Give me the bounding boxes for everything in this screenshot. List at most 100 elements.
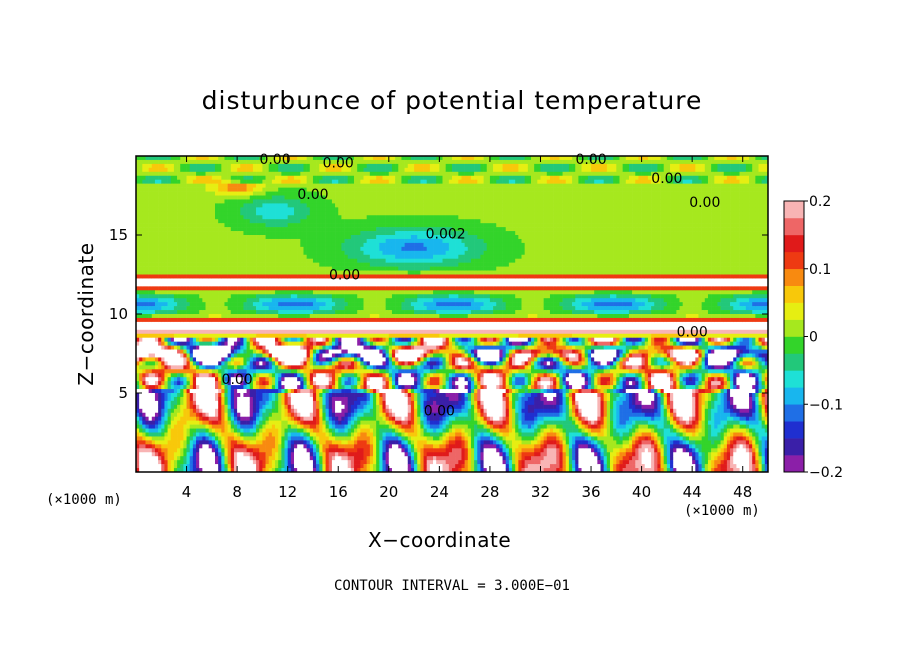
heatmap-cell	[297, 341, 301, 346]
heatmap-cell	[161, 381, 165, 386]
heatmap-cell	[211, 203, 216, 208]
heatmap-cell	[319, 432, 323, 437]
heatmap-cell	[224, 385, 228, 390]
heatmap-cell	[275, 412, 279, 417]
heatmap-cell	[294, 448, 298, 453]
heatmap-cell	[211, 452, 216, 457]
heatmap-cell	[208, 171, 213, 177]
heatmap-cell	[262, 171, 266, 177]
heatmap-cell	[303, 396, 307, 402]
heatmap-cell	[322, 456, 326, 461]
heatmap-cell	[259, 235, 263, 240]
heatmap-cell	[252, 440, 257, 445]
heatmap-cell	[300, 262, 304, 267]
heatmap-cell	[221, 373, 225, 378]
heatmap-cell	[183, 266, 187, 271]
heatmap-cell	[271, 373, 276, 378]
heatmap-cell	[259, 298, 263, 303]
heatmap-cell	[177, 389, 181, 394]
heatmap-cell	[189, 314, 194, 319]
heatmap-cell	[142, 404, 146, 410]
heatmap-cell	[303, 254, 307, 259]
heatmap-cell	[136, 448, 140, 453]
heatmap-cell	[275, 199, 279, 204]
heatmap-cell	[316, 436, 320, 441]
heatmap-cell	[224, 262, 228, 267]
heatmap-cell	[262, 361, 266, 366]
heatmap-cell	[303, 163, 307, 169]
heatmap-cell	[205, 227, 209, 232]
heatmap-cell	[142, 408, 146, 414]
heatmap-cell	[249, 436, 254, 441]
heatmap-cell	[246, 171, 251, 177]
heatmap-cell	[328, 235, 333, 240]
heatmap-cell	[221, 385, 225, 390]
heatmap-cell	[161, 163, 165, 169]
heatmap-cell	[252, 250, 257, 256]
heatmap-cell	[322, 227, 326, 232]
heatmap-cell	[233, 349, 238, 354]
heatmap-cell	[262, 238, 266, 244]
heatmap-cell	[259, 250, 263, 256]
heatmap-cell	[148, 203, 153, 208]
heatmap-cell	[252, 195, 257, 200]
heatmap-cell	[205, 302, 209, 307]
heatmap-cell	[300, 428, 304, 433]
heatmap-cell	[325, 262, 330, 267]
heatmap-cell	[316, 341, 320, 346]
heatmap-cell	[309, 416, 314, 421]
heatmap-cell	[246, 377, 251, 382]
heatmap-cell	[136, 199, 140, 204]
heatmap-cell	[249, 337, 254, 342]
heatmap-cell	[246, 254, 251, 259]
heatmap-cell	[256, 464, 260, 469]
heatmap-cell	[278, 215, 282, 220]
heatmap-cell	[158, 163, 162, 169]
heatmap-cell	[237, 227, 241, 232]
heatmap-cell	[205, 274, 209, 279]
heatmap-cell	[284, 254, 288, 259]
heatmap-cell	[252, 179, 257, 184]
heatmap-cell	[240, 203, 244, 208]
heatmap-cell	[158, 227, 162, 232]
heatmap-cell	[164, 357, 168, 362]
heatmap-cell	[268, 385, 273, 390]
heatmap-cell	[183, 227, 187, 232]
heatmap-cell	[170, 337, 175, 342]
heatmap-cell	[240, 282, 244, 287]
heatmap-cell	[237, 365, 241, 370]
heatmap-cell	[328, 452, 333, 457]
heatmap-cell	[177, 179, 181, 184]
heatmap-cell	[249, 416, 254, 421]
heatmap-cell	[252, 310, 257, 315]
heatmap-cell	[227, 444, 232, 449]
heatmap-cell	[281, 377, 285, 382]
heatmap-cell	[167, 171, 172, 177]
heatmap-cell	[316, 262, 320, 267]
heatmap-cell	[173, 298, 178, 303]
heatmap-cell	[300, 337, 304, 342]
heatmap-cell	[180, 211, 184, 216]
heatmap-cell	[328, 365, 333, 370]
heatmap-cell	[218, 163, 222, 169]
heatmap-cell	[173, 254, 178, 259]
heatmap-cell	[278, 195, 282, 200]
heatmap-cell	[183, 349, 187, 354]
heatmap-cell	[208, 385, 213, 390]
heatmap-cell	[192, 175, 197, 180]
heatmap-cell	[306, 294, 311, 299]
heatmap-cell	[262, 258, 266, 263]
heatmap-cell	[158, 306, 162, 311]
heatmap-cell	[262, 246, 266, 252]
heatmap-cell	[284, 250, 288, 256]
heatmap-cell	[224, 156, 228, 161]
heatmap-cell	[170, 294, 175, 299]
heatmap-cell	[312, 341, 317, 346]
heatmap-cell	[259, 286, 263, 291]
heatmap-cell	[164, 393, 168, 398]
heatmap-cell	[167, 187, 172, 192]
heatmap-cell	[281, 306, 285, 311]
heatmap-cell	[186, 468, 191, 472]
heatmap-cell	[180, 167, 184, 173]
heatmap-cell	[186, 325, 191, 331]
